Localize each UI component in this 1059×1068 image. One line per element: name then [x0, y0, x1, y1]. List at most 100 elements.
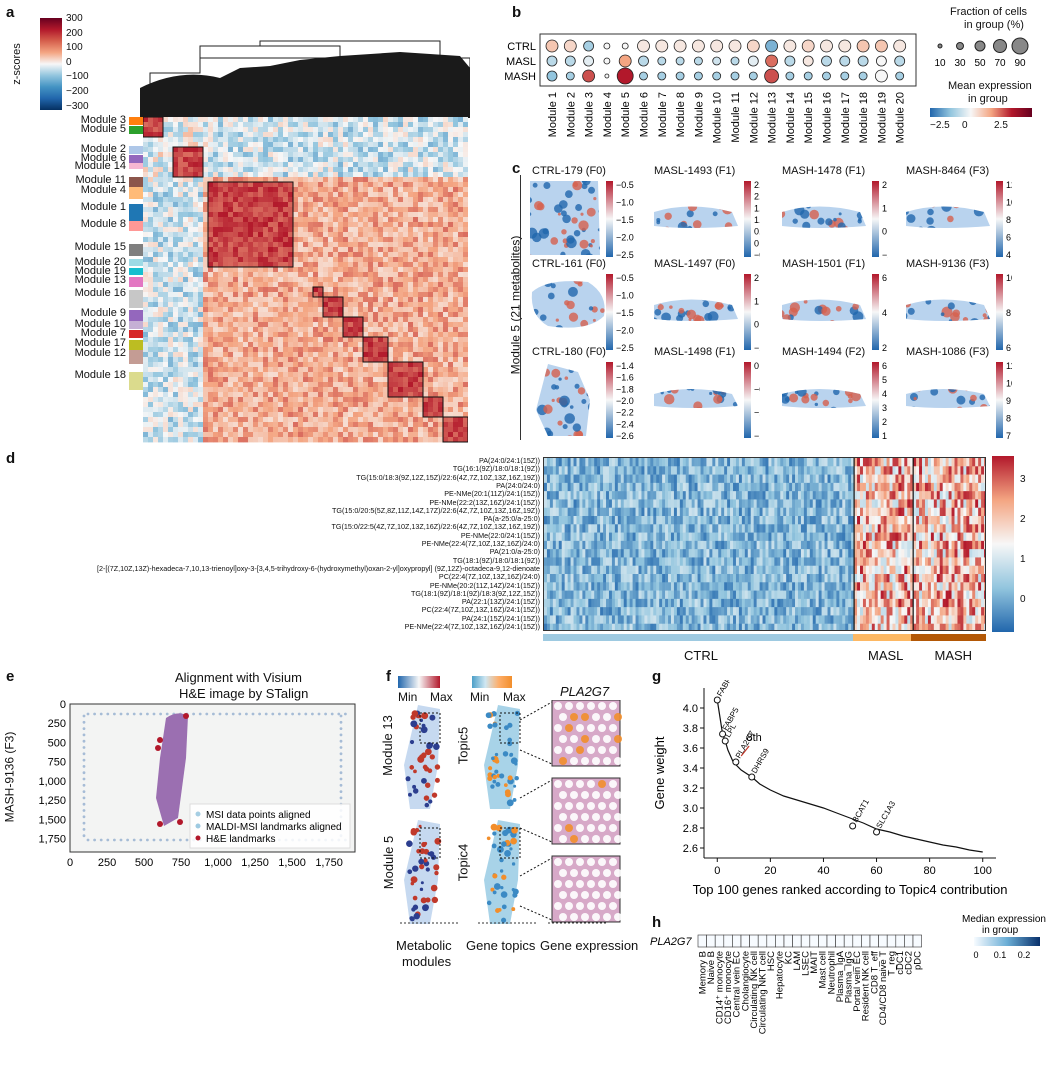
heatmap-cell: [313, 122, 319, 128]
heatmap-cell: [143, 372, 149, 378]
heatmap-cell: [463, 387, 468, 393]
heatmap-cell: [248, 297, 254, 303]
heatmap-cell: [358, 252, 364, 258]
heatmap-cell: [433, 232, 439, 238]
heatmap-cell: [203, 177, 209, 183]
heatmap-cell: [323, 242, 329, 248]
heatmap-cell: [458, 232, 464, 238]
tissue-spot: [566, 300, 575, 310]
heatmap-cell: [323, 217, 329, 223]
heatmap-cell: [273, 287, 279, 293]
heatmap-cell: [448, 307, 454, 313]
heatmap-cell: [423, 212, 429, 218]
heatmap-cell: [458, 257, 464, 263]
heatmap-cell: [363, 122, 369, 128]
heatmap-cell: [298, 417, 304, 423]
heatmap-cell: [188, 267, 194, 273]
heatmap-cell: [203, 387, 209, 393]
heatmap-cell: [263, 302, 269, 308]
heatmap-cell: [348, 132, 354, 138]
heatmap-cell: [263, 347, 269, 353]
heatmap-cell: [163, 292, 169, 298]
heatmap-cell: [258, 172, 264, 178]
heatmap-cell: [248, 367, 254, 373]
tissue-spot: [902, 321, 904, 324]
heatmap-cell: [168, 242, 174, 248]
heatmap-cell: [153, 187, 159, 193]
heatmap-cell: [353, 327, 359, 333]
heatmap-cell: [233, 252, 239, 258]
heatmap-cell: [328, 347, 334, 353]
heatmap-cell: [343, 422, 349, 428]
heatmap-cell: [358, 292, 364, 298]
heatmap-cell: [363, 292, 369, 298]
module-block-outline: [387, 361, 424, 398]
heatmap-cell: [323, 312, 329, 318]
heatmap-cell: [193, 277, 199, 283]
heatmap-cell: [433, 207, 439, 213]
heatmap-cell: [338, 157, 344, 163]
tissue-spot: [574, 275, 580, 281]
heatmap-cell: [298, 267, 304, 273]
heatmap-cell: [203, 282, 209, 288]
heatmap-cell: [453, 182, 459, 188]
heatmap-cell: [203, 172, 209, 178]
heatmap-cell: [363, 142, 369, 148]
heatmap-cell: [373, 142, 379, 148]
heatmap-cell: [448, 417, 454, 423]
heatmap-cell: [403, 317, 409, 323]
heatmap-cell: [433, 382, 439, 388]
heatmap-cell: [353, 282, 359, 288]
heatmap-cell: [378, 392, 384, 398]
heatmap-cell: [388, 392, 394, 398]
tissue-spot: [687, 206, 698, 212]
heatmap-cell: [178, 357, 184, 363]
heatmap-cell: [348, 327, 354, 333]
size-legend-dot: [974, 40, 986, 52]
heatmap-cell: [433, 177, 439, 183]
heatmap-cell: [363, 227, 369, 233]
heatmap-cell: [393, 342, 399, 348]
tissue-spot: [555, 325, 564, 328]
heatmap-cell: [173, 402, 179, 408]
heatmap-cell: [193, 332, 199, 338]
heatmap-cell: [228, 157, 234, 163]
group-label: MASH: [504, 71, 536, 83]
heatmap-cell: [303, 157, 309, 163]
tissue-spot: [670, 371, 678, 379]
heatmap-cell: [403, 212, 409, 218]
tissue-spot: [528, 428, 534, 438]
heatmap-cell: [303, 432, 309, 438]
heatmap-cell: [393, 137, 399, 143]
heatmap-cell: [448, 377, 454, 383]
heatmap-cell: [228, 312, 234, 318]
heatmap-cell: [398, 422, 404, 428]
heatmap-cell: [343, 287, 349, 293]
heatmap-cell: [443, 147, 449, 153]
heatmap-cell: [143, 192, 149, 198]
heatmap-cell: [243, 387, 249, 393]
tissue-spot: [568, 286, 578, 297]
dot: [857, 55, 869, 67]
heatmap-cell: [363, 312, 369, 318]
heatmap-cell: [168, 407, 174, 413]
heatmap-cell: [248, 372, 254, 378]
heatmap-cell: [173, 372, 179, 378]
heatmap-cell: [303, 397, 309, 403]
heatmap-cell: [393, 247, 399, 253]
heatmap-cell: [423, 357, 429, 363]
heatmap-cell: [313, 197, 319, 203]
heatmap-cell: [178, 272, 184, 278]
heatmap-cell: [428, 142, 434, 148]
heatmap-cell: [358, 337, 364, 343]
heatmap-cell: [418, 242, 424, 248]
heatmap-cell: [328, 352, 334, 358]
heatmap-cell: [208, 422, 214, 428]
heatmap-cell: [218, 362, 224, 368]
heatmap-cell: [463, 307, 468, 313]
heatmap-cell: [203, 412, 209, 418]
heatmap-cell: [183, 437, 189, 443]
heatmap-cell: [358, 392, 364, 398]
tissue-spot: [799, 279, 809, 289]
heatmap-cell: [168, 207, 174, 213]
